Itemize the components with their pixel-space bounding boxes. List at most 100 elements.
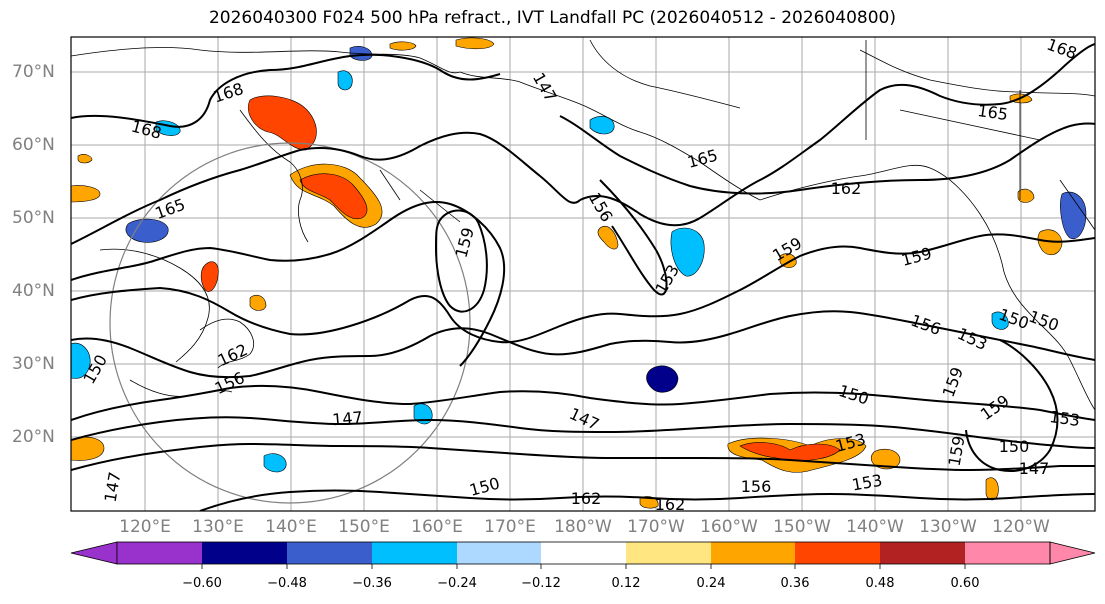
contour-165-east (579, 43, 1095, 227)
lon-label-170w: 170°W (627, 517, 685, 537)
colorbar-bin (880, 542, 965, 564)
lat-label-30n: 30°N (12, 354, 55, 374)
contour-159-loop (435, 209, 488, 313)
lon-label-140e: 140°E (265, 517, 317, 537)
contour-label: 153 (1048, 407, 1081, 430)
lon-label-180w: 180°W (554, 517, 612, 537)
lon-label-160e: 160°E (411, 517, 463, 537)
patch-north-orange (389, 41, 417, 51)
patch-north-orange2 (455, 37, 495, 50)
colorbar-tick-label: 0.36 (780, 576, 810, 591)
lon-label-150e: 150°E (338, 517, 390, 537)
colorbar-bin (202, 542, 287, 564)
lon-label-140w: 140°W (846, 517, 904, 537)
colorbar-tick-label: 0.12 (611, 576, 641, 591)
contour-162-east (559, 115, 1095, 195)
lat-label-20n: 20°N (12, 427, 55, 447)
lat-label-70n: 70°N (12, 62, 55, 82)
contour-label: 165 (153, 195, 188, 223)
patch-kamchatka-red (248, 95, 317, 151)
contour-label: 165 (976, 101, 1009, 124)
colorbar-bin (457, 542, 541, 564)
contour-150 (71, 416, 1095, 449)
contour-label: 150 (836, 381, 871, 409)
lon-label-130w: 130°W (919, 517, 977, 537)
contour-147 (71, 443, 1095, 471)
patch-canada-orange (1017, 188, 1035, 203)
contour-153 (71, 384, 1095, 421)
contour-label: 168 (211, 79, 246, 107)
contour-label: 147 (1019, 459, 1050, 478)
lon-label-170e: 170°E (484, 517, 536, 537)
contour-label: 153 (850, 471, 883, 495)
contour-150-south (199, 489, 1095, 511)
colorbar-extend-high (1049, 541, 1096, 565)
lon-label-160w: 160°W (700, 517, 758, 537)
contour-label: 162 (215, 340, 251, 370)
contour-label: 150 (999, 437, 1030, 456)
patch-hawaii-orange (870, 448, 901, 470)
contour-label: 159 (899, 244, 933, 270)
patch-pacific-navy (646, 365, 679, 393)
grid-lines (71, 37, 1095, 511)
colorbar-tick-label: −0.36 (352, 576, 392, 591)
contour-162 (71, 200, 506, 367)
colorbar-bin (795, 542, 880, 564)
contour-label: 156 (908, 311, 943, 339)
lat-label-40n: 40°N (12, 281, 55, 301)
colorbar-bin (711, 542, 795, 564)
contour-kamchatka-ridge (599, 179, 668, 296)
lat-label-60n: 60°N (12, 135, 55, 155)
colorbar-bin (287, 542, 372, 564)
colorbar-bin (541, 542, 626, 564)
contour-label-group: 168 168 165 162 156 150 150 147 147 159 … (79, 37, 1081, 514)
patch-canada-blue (1060, 191, 1087, 240)
contour-label: 150 (1026, 307, 1061, 335)
contour-label: 168 (129, 117, 163, 143)
contour-label: 162 (655, 495, 686, 514)
shaded-patches (71, 37, 1087, 509)
colorbar-bin (626, 542, 711, 564)
colorbar-outline (116, 541, 1051, 565)
contour-label: 165 (685, 146, 719, 172)
contour-label: 159 (452, 225, 478, 259)
patch-wc-blue (991, 311, 1009, 330)
contour-label: 162 (831, 179, 862, 198)
contour-label: 159 (939, 365, 967, 400)
patch-orange-small1 (249, 294, 267, 311)
lat-label-50n: 50°N (12, 208, 55, 228)
map-frame (70, 36, 1096, 512)
contour-label: 156 (212, 368, 248, 398)
contour-label: 147 (331, 408, 363, 430)
colorbar-tick-label: −0.48 (267, 576, 307, 591)
contour-label: 150 (467, 474, 501, 500)
patch-se-orange (985, 477, 999, 501)
contour-label: 162 (571, 489, 602, 508)
patch-orange-small4 (77, 154, 93, 164)
colorbar-tick-label: −0.60 (182, 576, 222, 591)
contour-label: 147 (566, 404, 602, 434)
colorbar-bin (117, 542, 202, 564)
contour-baja-loop (965, 339, 1059, 472)
contour-label: 156 (585, 189, 617, 225)
contour-label: 147 (101, 470, 125, 503)
patch-bering-blue (337, 70, 353, 91)
colorbar-tick-label: 0.60 (950, 576, 980, 591)
contour-168-north (71, 53, 501, 128)
colorbar-tick-label: −0.24 (437, 576, 477, 591)
patch-orange-small3 (639, 496, 659, 509)
contour-159 (71, 233, 1095, 344)
colorbar-tick-label: 0.48 (865, 576, 895, 591)
colorbar-bin (965, 542, 1050, 564)
patch-japan-red (200, 261, 219, 292)
patch-gulf-orange (597, 225, 619, 250)
colorbar-extend-low (70, 541, 118, 565)
map-title: 2026040300 F024 500 hPa refract., IVT La… (208, 8, 896, 28)
contour-165-west (71, 131, 581, 245)
lon-label-150w: 150°W (773, 517, 831, 537)
patch-alaska-blue (589, 116, 615, 135)
lon-label-120w: 120°W (992, 517, 1050, 537)
colorbar (70, 541, 1096, 569)
colorbar-tick-label: 0.24 (696, 576, 726, 591)
